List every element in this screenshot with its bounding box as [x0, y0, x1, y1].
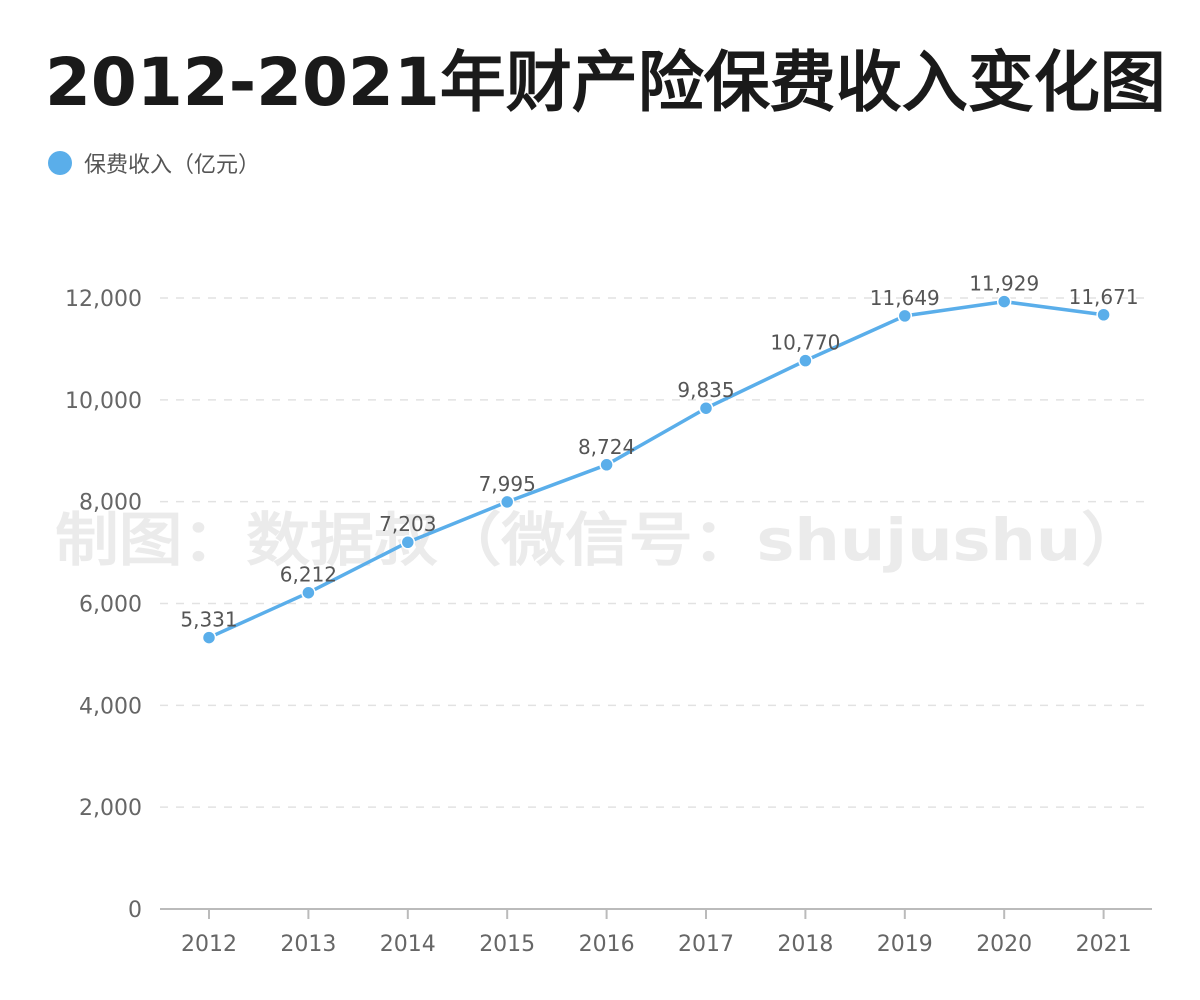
- series: [201, 294, 1111, 645]
- data-point: [798, 353, 813, 368]
- data-point: [599, 457, 614, 473]
- data-point: [698, 400, 714, 416]
- data-labels: 5,331 6,212 7,203 7,995 8,724 9,835 10,770 11,6…: [180, 272, 1138, 632]
- y-tick-label: 2,000: [79, 796, 142, 821]
- x-tick-label: 2015: [479, 932, 535, 957]
- data-label: 9,835: [677, 378, 734, 402]
- data-point: [1096, 307, 1111, 323]
- x-tick-label: 2013: [280, 932, 336, 957]
- x-tick-label: 2016: [579, 932, 635, 957]
- x-tick-label: 2018: [777, 932, 833, 957]
- data-point: [499, 494, 515, 510]
- data-point: [301, 585, 316, 600]
- watermark: 制图：数据叔（微信号：shujushu）: [55, 506, 1145, 574]
- x-tick-label: 2019: [877, 932, 933, 957]
- x-tick-label: 2014: [380, 932, 436, 957]
- data-point: [400, 534, 416, 550]
- y-tick-label: 12,000: [65, 287, 142, 312]
- data-label: 11,649: [870, 286, 940, 310]
- axes: 0 2,000 4,000 6,000 8,000 10,000 12,000 2012 201…: [65, 287, 1152, 957]
- data-point: [996, 294, 1012, 309]
- chart-title: 2012-2021年财产险保费收入变化图: [45, 44, 1166, 121]
- y-tick-label: 8,000: [79, 491, 142, 516]
- data-label: 11,929: [969, 272, 1039, 296]
- watermark-group: 制图：数据叔（微信号：shujushu）: [55, 506, 1145, 574]
- data-label: 11,671: [1069, 285, 1139, 309]
- data-label: 6,212: [280, 563, 337, 587]
- series-line: [207, 299, 1106, 640]
- data-label: 8,724: [578, 435, 635, 459]
- grid-lines: [160, 297, 1152, 808]
- y-tick-label: 6,000: [79, 593, 142, 618]
- data-label: 5,331: [180, 608, 237, 632]
- data-label: 7,203: [379, 512, 436, 536]
- y-tick-label: 10,000: [65, 389, 142, 414]
- legend: 保费收入（亿元）: [48, 146, 260, 180]
- y-tick-label: 0: [128, 898, 142, 923]
- legend-label: 保费收入（亿元）: [84, 153, 261, 178]
- data-point: [897, 308, 913, 324]
- data-label: 7,995: [479, 472, 536, 496]
- legend-marker-icon: [48, 151, 72, 175]
- x-tick-label: 2017: [678, 932, 734, 957]
- y-tick-label: 4,000: [79, 694, 142, 719]
- x-tick-label: 2020: [976, 932, 1032, 957]
- x-tick-label: 2012: [181, 932, 237, 957]
- x-tick-label: 2021: [1076, 932, 1132, 957]
- data-point: [201, 630, 217, 645]
- data-label: 10,770: [770, 331, 840, 355]
